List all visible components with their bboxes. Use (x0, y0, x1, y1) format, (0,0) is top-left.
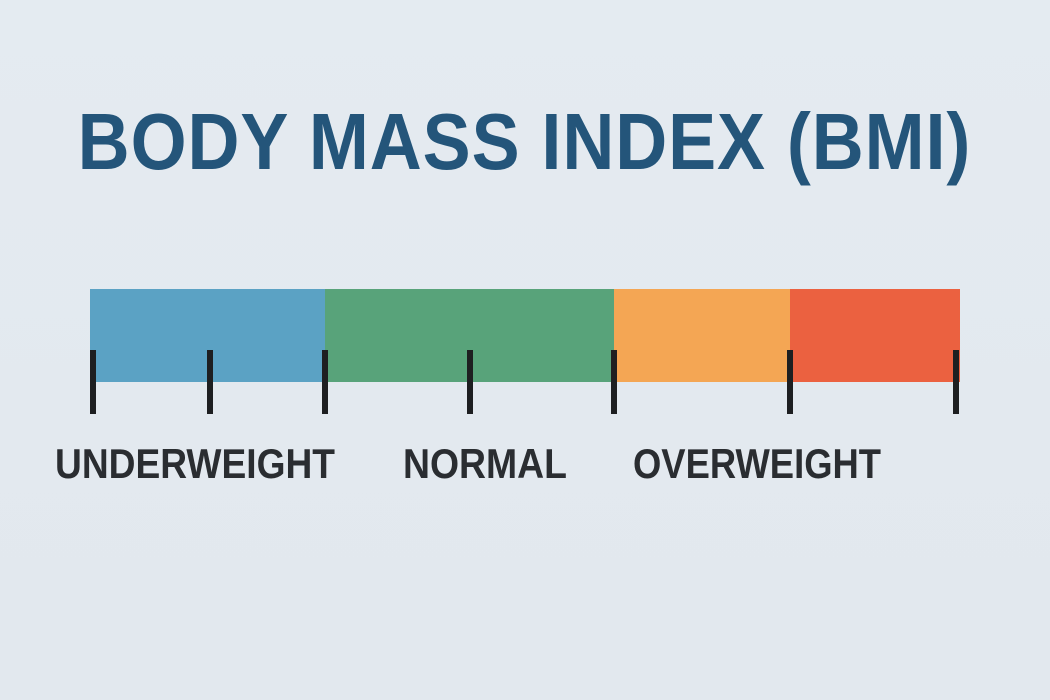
tick-mark (90, 350, 96, 414)
tick-mark (467, 350, 473, 414)
bmi-scale-segments (90, 289, 960, 382)
tick-mark (953, 350, 959, 414)
segment-overweight (614, 289, 790, 382)
label-underweight: UNDERWEIGHT (55, 440, 335, 487)
segment-normal (325, 289, 614, 382)
bmi-scale-labels: UNDERWEIGHT NORMAL OVERWEIGHT (55, 440, 881, 487)
tick-mark (611, 350, 617, 414)
bmi-scale-ticks (90, 350, 959, 414)
segment-underweight (90, 289, 325, 382)
tick-mark (207, 350, 213, 414)
tick-mark (787, 350, 793, 414)
label-overweight: OVERWEIGHT (633, 440, 881, 487)
page-title: BODY MASS INDEX (BMI) (77, 97, 972, 186)
tick-mark (322, 350, 328, 414)
segment-obese (790, 289, 960, 382)
label-normal: NORMAL (403, 440, 567, 487)
